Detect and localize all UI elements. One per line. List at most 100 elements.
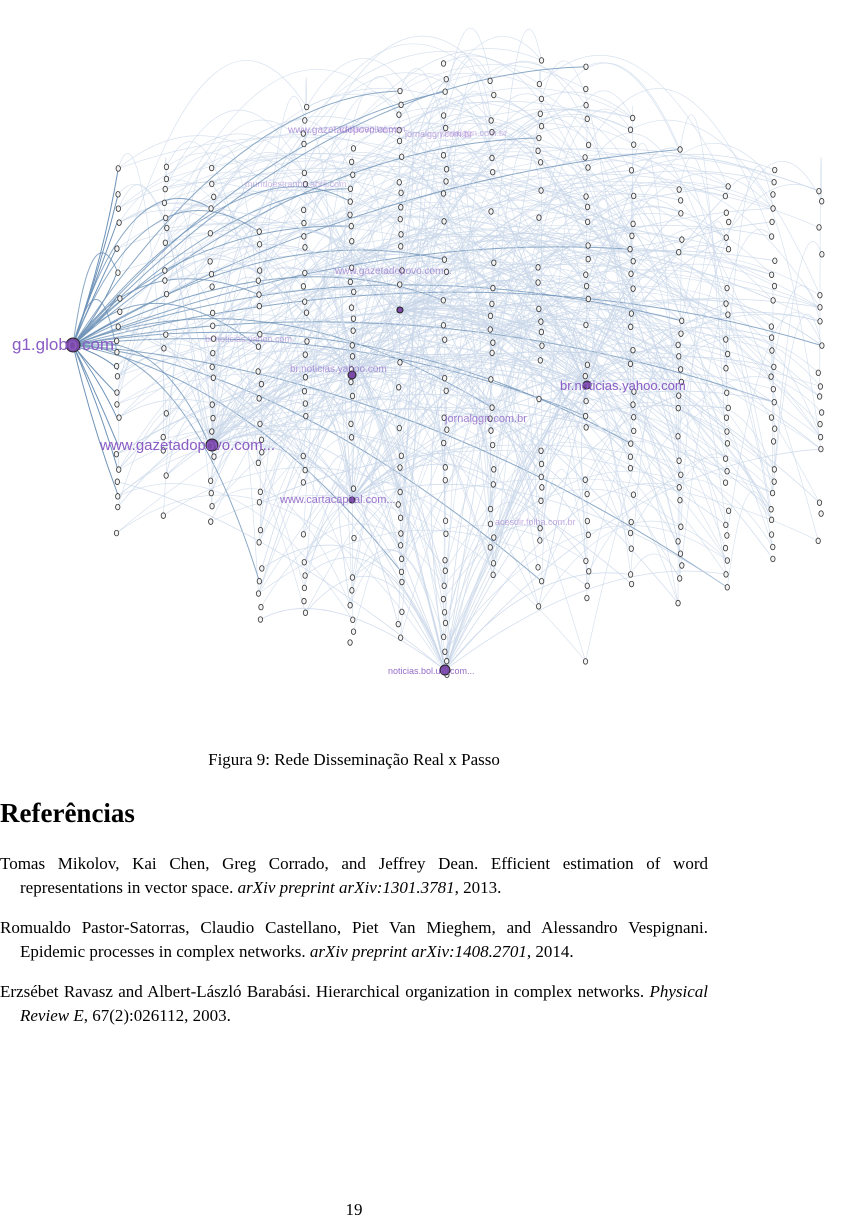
reference-venue: arXiv preprint arXiv:1301.3781 [238,878,455,897]
graph-node [488,327,492,333]
graph-node [584,398,588,404]
graph-node [586,532,590,538]
graph-node [301,453,305,459]
graph-node [629,519,633,525]
graph-node [628,127,632,133]
graph-node [724,415,728,421]
graph-node [115,349,119,355]
graph-node [584,102,588,108]
graph-node [118,296,122,302]
graph-node [538,159,542,165]
graph-node [817,500,821,506]
graph-node [537,396,541,402]
graph-node [583,413,587,419]
graph-node [164,164,168,170]
graph-node [491,340,495,346]
graph-node [536,265,540,271]
graph-edge [773,241,822,493]
graph-node [350,343,354,349]
graph-node [115,374,119,380]
graph-node [350,354,354,360]
graph-node [441,596,445,602]
graph-node [537,135,541,141]
graph-node [631,347,635,353]
graph-node [629,441,633,447]
graph-node [116,324,120,330]
node-label: jornalggn.com.br [439,128,507,138]
node-label: www.gazetadopovo.com... [334,266,452,277]
graph-node [348,186,352,192]
graph-node [348,602,352,608]
graph-node [301,532,305,538]
graph-edge [445,573,631,670]
graph-node [210,503,214,509]
graph-node [398,489,402,495]
graph-node [443,518,447,524]
graph-node [257,499,261,505]
graph-node [209,519,213,525]
graph-node [819,511,823,517]
graph-node [445,427,449,433]
graph-node [399,556,403,562]
graph-node [584,558,588,564]
graph-node [818,434,822,440]
graph-node [586,256,590,262]
graph-node [348,279,352,285]
graph-edge [73,345,118,495]
graph-node [350,575,354,581]
graph-node [161,513,165,519]
graph-node [443,89,447,95]
graph-node [445,658,449,664]
graph-node [820,198,824,204]
graph-node [819,410,823,416]
graph-node [260,566,264,572]
graph-node [677,187,681,193]
graph-node [443,620,447,626]
graph-node [536,280,540,286]
graph-node [678,198,682,204]
graph-node [258,527,262,533]
graph-node [676,539,680,545]
graph-node [305,339,309,345]
graph-node [444,388,448,394]
graph-node [629,311,633,317]
graph-node [772,479,776,485]
hub-node [397,307,403,313]
graph-node [679,211,683,217]
graph-edge [350,175,819,502]
graph-node [632,142,636,148]
graph-node [539,58,543,64]
figure-caption: Figura 9: Rede Disseminação Real x Passo [0,750,708,770]
graph-node [585,491,589,497]
graph-node [771,298,775,304]
graph-node [816,370,820,376]
graph-edge [727,492,773,588]
graph-node [351,486,355,492]
graph-node [539,498,543,504]
graph-node [631,258,635,264]
graph-node [723,456,727,462]
graph-node [538,538,542,544]
graph-node [399,102,403,108]
node-label: acesdir.folha.com.br [495,517,576,527]
graph-node [537,215,541,221]
graph-node [488,506,492,512]
graph-node [208,230,212,236]
reference-details: , 67(2):026112, 2003. [84,1006,231,1025]
graph-node [770,490,774,496]
graph-node [678,367,682,373]
graph-edge [117,356,305,613]
graph-node [631,492,635,498]
graph-node [163,278,167,284]
graph-node [348,640,352,646]
graph-node [628,361,632,367]
graph-node [583,477,587,483]
graph-node [540,343,544,349]
references-heading: Referências [0,798,135,829]
graph-node [818,319,822,325]
graph-node [771,439,775,445]
graph-node [210,402,214,408]
graph-node [210,181,214,187]
graph-node [398,88,402,94]
graph-node [399,531,403,537]
